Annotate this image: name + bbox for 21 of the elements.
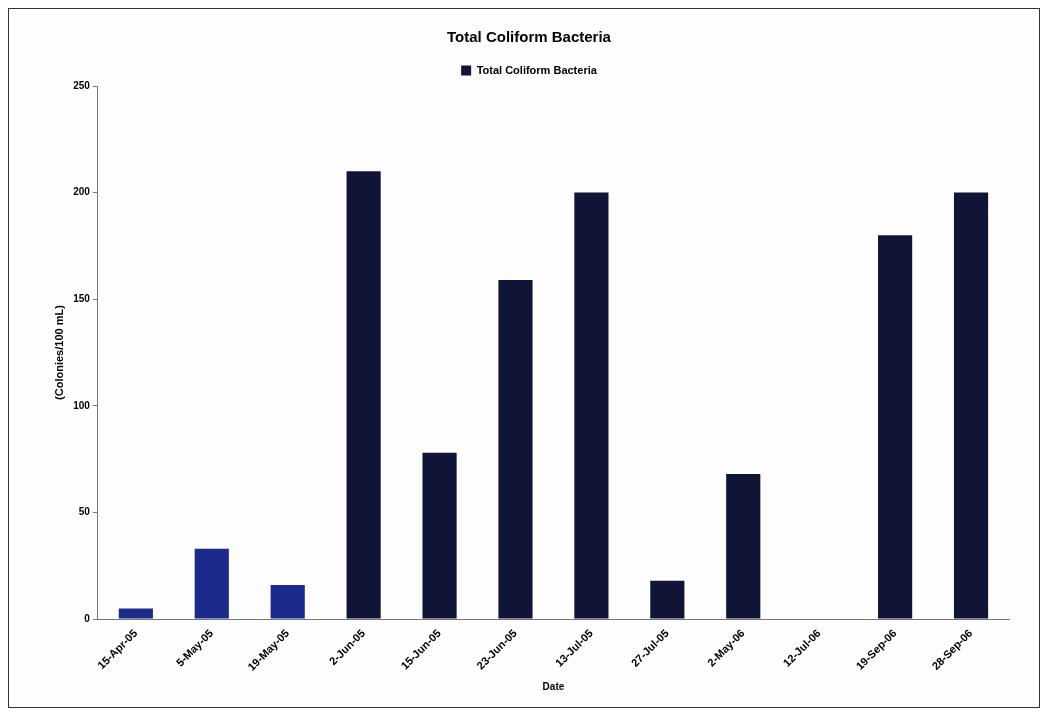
y-tick-label: 50 (78, 506, 91, 518)
y-tick-label: 100 (73, 399, 91, 411)
y-tick-label: 0 (84, 612, 91, 624)
y-tick-label: 200 (73, 186, 91, 198)
bar (194, 548, 229, 619)
bar (422, 452, 457, 619)
y-axis-title: (Colonies/100 mL) (52, 304, 65, 400)
chart-title: Total Coliform Bacteria (447, 28, 612, 46)
legend-label: Total Coliform Bacteria (476, 63, 598, 76)
y-tick-label: 250 (73, 79, 91, 91)
bar (270, 584, 305, 619)
bar (878, 235, 913, 619)
bar (953, 192, 989, 619)
bar (498, 280, 533, 619)
bar (574, 192, 609, 619)
y-tick-label: 150 (73, 292, 91, 304)
bar (726, 474, 761, 619)
bar (346, 171, 381, 619)
bar (118, 608, 153, 619)
x-axis-title: Date (542, 680, 565, 692)
bar (650, 580, 685, 619)
